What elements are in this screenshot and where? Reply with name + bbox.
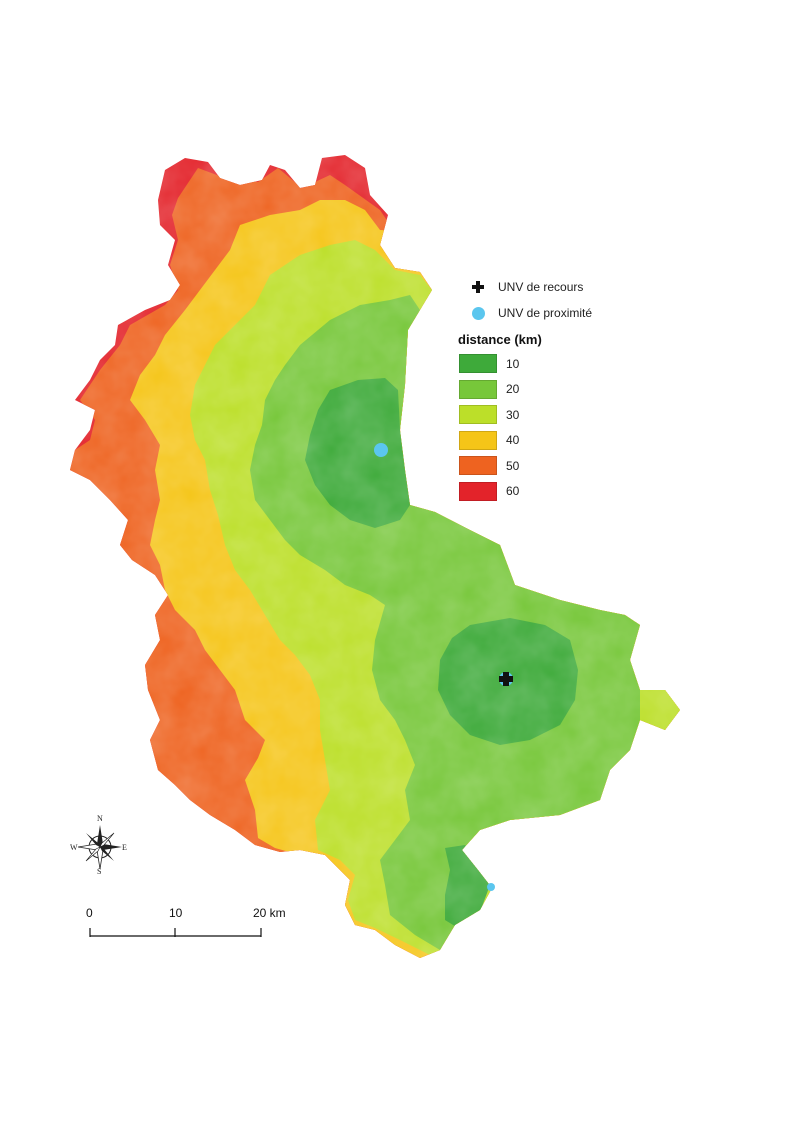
legend-class-30: 30	[458, 402, 638, 428]
legend-swatch	[459, 405, 497, 425]
legend-swatch	[459, 456, 497, 476]
legend-row-recours: UNV de recours	[458, 274, 638, 300]
legend-class-label: 20	[506, 382, 520, 397]
legend-recours-label: UNV de recours	[498, 280, 584, 294]
compass-s: S	[97, 867, 102, 876]
legend-class-label: 60	[506, 484, 520, 499]
legend-class-20: 20	[458, 377, 638, 403]
legend-swatch	[459, 354, 497, 374]
scale-label-20: 20 km	[253, 906, 286, 920]
scale-label-10: 10	[169, 906, 183, 920]
legend-classes: 10 20 30 40 50 60	[458, 351, 638, 504]
legend-swatch	[459, 379, 497, 399]
plus-cross-icon	[472, 281, 484, 293]
legend-class-label: 10	[506, 356, 520, 371]
legend-swatch	[459, 430, 497, 450]
legend-title: distance (km)	[458, 332, 542, 347]
blue-dot-icon	[471, 306, 485, 320]
unv-proximite-marker	[374, 443, 388, 457]
scale-bar-line	[89, 928, 262, 937]
compass-n: N	[97, 814, 103, 823]
legend-proximite-label: UNV de proximité	[498, 306, 593, 320]
legend-class-40: 40	[458, 428, 638, 454]
compass-e: E	[122, 843, 127, 852]
map-legend: UNV de recours UNV de proximité distance…	[458, 274, 638, 504]
unv-recours-marker	[499, 672, 513, 686]
legend-class-label: 40	[506, 433, 520, 448]
legend-class-60: 60	[458, 479, 638, 505]
compass-star-icon	[77, 825, 122, 870]
legend-class-label: 50	[506, 458, 520, 473]
scale-bar: 0 10 20 km	[80, 906, 300, 946]
legend-class-label: 30	[506, 407, 520, 422]
legend-row-proximite: UNV de proximité	[458, 300, 638, 326]
scale-label-0: 0	[86, 906, 93, 920]
compass-w: W	[70, 843, 78, 852]
compass-rose: N S E W	[70, 814, 130, 877]
legend-swatch	[459, 481, 497, 501]
legend-class-10: 10	[458, 351, 638, 377]
legend-class-50: 50	[458, 453, 638, 479]
unv-proximite-marker	[487, 883, 495, 891]
